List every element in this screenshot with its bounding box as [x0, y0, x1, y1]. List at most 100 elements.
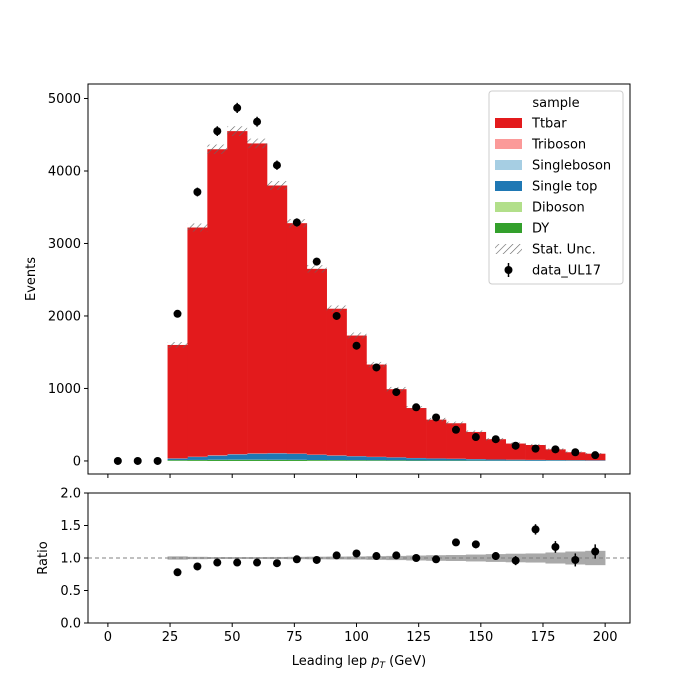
x-axis-label: Leading lep pT (GeV)	[292, 654, 426, 671]
legend: sample Ttbar Triboson Singleboson Single top…	[488, 90, 624, 285]
data-point	[272, 161, 281, 170]
histogram-bar	[565, 460, 586, 461]
data-point	[332, 311, 341, 320]
histogram-bar	[187, 457, 208, 460]
ratio-y-tick-label: 1.5	[60, 519, 81, 534]
data-points	[113, 102, 600, 465]
histogram-bar	[306, 460, 327, 461]
ratio-point	[253, 558, 262, 567]
legend-color-swatch	[495, 160, 522, 170]
histogram-bar	[426, 419, 447, 459]
ratio-x-tick-label: 100	[344, 630, 369, 645]
ratio-point	[173, 568, 182, 577]
stat-unc-band	[346, 332, 367, 339]
histogram-bar	[525, 459, 546, 461]
histogram-bar	[426, 458, 447, 461]
histogram-bar	[326, 308, 347, 456]
main-y-tick-label: 3000	[48, 237, 81, 252]
histogram-bar	[306, 454, 327, 461]
legend-entry: Singleboson	[495, 159, 611, 174]
ratio-band-segment	[167, 556, 188, 560]
histogram-bar	[207, 149, 228, 456]
histogram-bar	[267, 453, 288, 460]
ratio-point	[332, 551, 341, 560]
main-y-axis-label: Events	[24, 257, 39, 301]
legend-label: Single top	[532, 180, 597, 195]
data-point	[153, 456, 162, 465]
histogram-bar	[545, 449, 566, 461]
ratio-x-tick-label: 50	[224, 630, 241, 645]
ratio-point	[292, 555, 301, 564]
histogram-bar	[366, 460, 387, 461]
ratio-point	[491, 552, 500, 561]
data-point	[213, 127, 222, 136]
legend-color-swatch	[495, 139, 522, 149]
histogram-bar	[207, 455, 228, 460]
stat-unc-band	[207, 144, 228, 154]
histogram-bar	[187, 460, 208, 461]
histogram-bar	[267, 185, 288, 454]
ratio-point	[451, 538, 460, 547]
ratio-x-tick-label: 0	[104, 630, 112, 645]
histogram-bar	[187, 227, 208, 457]
main-y-tick-label: 5000	[48, 92, 81, 107]
ratio-band-segment	[525, 553, 546, 563]
histogram-bar	[167, 458, 188, 461]
histogram-bar	[286, 223, 308, 454]
data-point	[372, 363, 381, 372]
histogram-bar	[267, 459, 288, 461]
ratio-x-tick-label: 175	[531, 630, 556, 645]
ratio-y-tick-label: 0.0	[60, 617, 81, 632]
data-point	[253, 117, 262, 126]
stat-unc-band	[227, 126, 248, 136]
histogram-bar	[167, 344, 188, 459]
ratio-y-ticks: 0.0 0.5 1.0 1.5 2.0	[60, 487, 88, 632]
main-x-ticks	[107, 474, 606, 478]
main-y-ticks: 0 1000 2000 3000 4000 5000	[48, 92, 88, 469]
histogram-bar	[247, 143, 268, 454]
legend-frame	[488, 90, 624, 285]
legend-label: Ttbar	[531, 117, 567, 132]
legend-label: data_UL17	[532, 264, 601, 279]
ratio-y-tick-label: 2.0	[60, 487, 81, 502]
ratio-point	[511, 556, 520, 565]
ratio-points	[173, 524, 600, 577]
legend-entry: Single top	[495, 180, 597, 195]
histogram-bar	[346, 335, 367, 457]
legend-hatch-swatch	[495, 244, 522, 254]
histogram-bar	[286, 453, 308, 460]
legend-entry: Ttbar	[495, 117, 567, 132]
histogram-bar	[247, 453, 268, 460]
data-point	[451, 425, 460, 434]
histogram-bar	[485, 459, 506, 461]
ratio-point	[392, 551, 401, 560]
histogram-bar	[406, 458, 427, 461]
data-point	[551, 445, 560, 454]
ratio-plot-panel: 0 25 50 75 100 125 150 175 200 0.0 0.5 1.0 1.5 2.0 R…	[36, 487, 631, 671]
data-point	[233, 103, 242, 112]
main-plot-panel: 0 1000 2000 3000 4000 5000 Events sample Ttbar…	[24, 83, 631, 478]
ratio-point	[352, 549, 361, 558]
legend-label: Diboson	[532, 201, 585, 216]
stat-unc-band	[167, 342, 188, 348]
ratio-x-ticks: 0 25 50 75 100 125 150 175 200	[104, 623, 618, 645]
ratio-band-segment	[187, 556, 208, 560]
histogram-bar	[366, 457, 387, 461]
histogram-bar	[485, 439, 506, 460]
histogram-bar	[306, 268, 327, 455]
main-axes-frame	[87, 83, 631, 475]
histogram-bar	[446, 458, 467, 461]
ratio-point	[372, 552, 381, 561]
stat-unc-band	[247, 138, 268, 149]
ratio-x-tick-label: 150	[468, 630, 493, 645]
histogram-bar	[465, 459, 487, 461]
ratio-x-tick-label: 75	[286, 630, 303, 645]
legend-entry: data_UL17	[504, 263, 601, 279]
ratio-point	[213, 558, 222, 567]
ratio-y-axis-label: Ratio	[36, 541, 51, 574]
data-point	[432, 413, 441, 422]
data-point	[133, 456, 142, 465]
data-point	[292, 218, 301, 227]
stat-unc-band	[267, 181, 287, 190]
histogram-bar	[505, 443, 526, 460]
